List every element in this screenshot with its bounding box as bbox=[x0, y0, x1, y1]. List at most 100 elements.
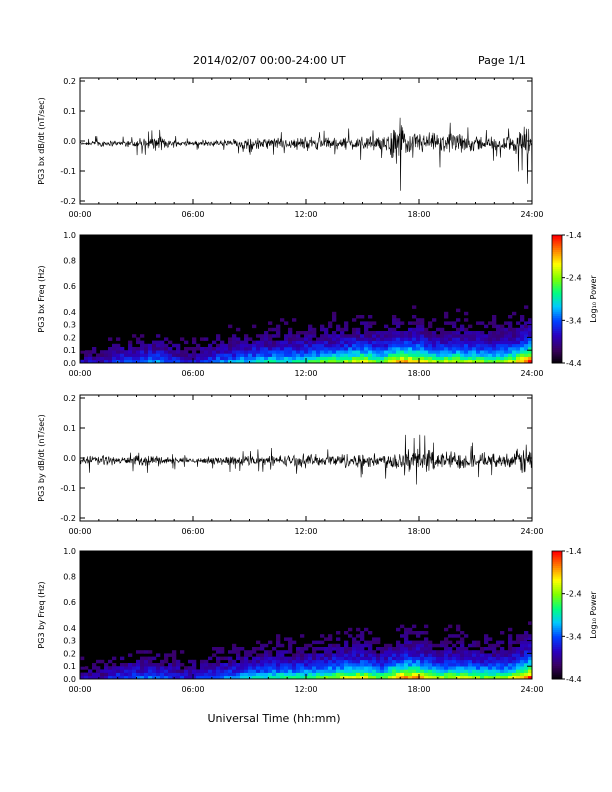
spectrogram-cell bbox=[492, 650, 497, 654]
spectrogram-cell bbox=[164, 350, 169, 354]
spectrogram-cell bbox=[424, 637, 429, 641]
y-axis-label: PG3 by dB/dt (nT/sec) bbox=[37, 414, 46, 501]
spectrogram-cell bbox=[476, 663, 481, 667]
spectrogram-cell bbox=[192, 353, 197, 357]
spectrogram-cell bbox=[268, 340, 273, 345]
spectrogram-cell bbox=[164, 656, 169, 661]
spectrogram-cell bbox=[236, 666, 241, 670]
spectrogram-cell bbox=[352, 343, 357, 348]
spectrogram-cell bbox=[404, 627, 409, 632]
spectrogram-cell bbox=[436, 650, 441, 654]
spectrogram-cell bbox=[340, 353, 345, 357]
spectrogram-cell bbox=[140, 666, 145, 670]
spectrogram-cell bbox=[336, 656, 341, 661]
spectrogram-cell bbox=[508, 650, 513, 654]
spectrogram-cell bbox=[216, 647, 221, 651]
spectrogram-cell bbox=[304, 347, 309, 351]
spectrogram-cell bbox=[528, 356, 533, 361]
panel-2-spectrogram bbox=[80, 235, 533, 364]
spectrogram-cell bbox=[424, 347, 429, 351]
spectrogram-cell bbox=[328, 650, 333, 654]
spectrogram-cell bbox=[132, 672, 137, 677]
spectrogram-cell bbox=[220, 656, 225, 661]
spectrogram-cell bbox=[356, 327, 361, 332]
spectrogram-cell bbox=[344, 337, 349, 341]
spectrogram-cell bbox=[388, 347, 393, 351]
spectrogram-cell bbox=[380, 663, 385, 667]
spectrogram-cell bbox=[164, 347, 169, 351]
spectrogram-cell bbox=[504, 347, 509, 351]
spectrogram-cell bbox=[320, 659, 325, 664]
spectrogram-cell bbox=[356, 650, 361, 654]
spectrogram-cell bbox=[140, 656, 145, 661]
spectrogram-cell bbox=[432, 650, 437, 654]
spectrogram-cell bbox=[408, 643, 413, 648]
spectrogram-cell bbox=[508, 324, 513, 329]
spectrogram-cell bbox=[328, 356, 333, 361]
x-tick-label: 12:00 bbox=[294, 527, 317, 536]
spectrogram-cell bbox=[368, 334, 373, 338]
spectrogram-cell bbox=[184, 672, 189, 677]
spectrogram-cell bbox=[348, 353, 353, 357]
spectrogram-cell bbox=[148, 656, 153, 661]
spectrogram-cell bbox=[508, 637, 513, 641]
spectrogram-cell bbox=[292, 666, 297, 670]
spectrogram-cell bbox=[412, 643, 417, 648]
spectrogram-cell bbox=[220, 669, 225, 673]
spectrogram-cell bbox=[352, 347, 357, 351]
spectrogram-cell bbox=[192, 340, 197, 345]
spectrogram-cell bbox=[324, 347, 329, 351]
spectrogram-cell bbox=[284, 359, 289, 364]
spectrogram-cell bbox=[364, 675, 369, 680]
spectrogram-cell bbox=[404, 650, 409, 654]
spectrogram-cell bbox=[460, 669, 465, 673]
spectrogram-cell bbox=[440, 350, 445, 354]
colorbar-tick-label: -3.4 bbox=[566, 632, 582, 641]
spectrogram-cell bbox=[148, 659, 153, 664]
spectrogram-cell bbox=[280, 318, 285, 322]
spectrogram-cell bbox=[260, 343, 265, 348]
spectrogram-cell bbox=[508, 672, 513, 677]
spectrogram-cell bbox=[228, 669, 233, 673]
spectrogram-cell bbox=[328, 666, 333, 670]
spectrogram-cell bbox=[272, 359, 277, 364]
colorbar-swatch bbox=[552, 589, 562, 593]
spectrogram-cell bbox=[408, 631, 413, 635]
spectrogram-cell bbox=[464, 359, 469, 364]
spectrogram-cell bbox=[140, 356, 145, 361]
spectrogram-cell bbox=[412, 624, 417, 629]
spectrogram-cell bbox=[284, 321, 289, 325]
spectrogram-cell bbox=[244, 653, 249, 657]
spectrogram-cell bbox=[392, 672, 397, 677]
spectrogram-cell bbox=[372, 350, 377, 354]
spectrogram-cell bbox=[488, 666, 493, 670]
spectrogram-cell bbox=[412, 647, 417, 651]
spectrogram-cell bbox=[240, 659, 245, 664]
y-tick-label: 0.1 bbox=[63, 662, 76, 671]
spectrogram-cell bbox=[300, 337, 305, 341]
spectrogram-cell bbox=[384, 656, 389, 661]
spectrogram-cell bbox=[488, 672, 493, 677]
spectrogram-cell bbox=[288, 669, 293, 673]
spectrogram-cell bbox=[304, 343, 309, 348]
spectrogram-cell bbox=[304, 647, 309, 651]
spectrogram-cell bbox=[268, 321, 273, 325]
spectrogram-cell bbox=[156, 669, 161, 673]
spectrogram-cell bbox=[456, 343, 461, 348]
spectrogram-cell bbox=[328, 350, 333, 354]
colorbar-swatch bbox=[552, 600, 562, 603]
x-tick-label: 12:00 bbox=[294, 369, 317, 378]
spectrogram-cell bbox=[108, 669, 113, 673]
spectrogram-cell bbox=[168, 347, 173, 351]
spectrogram-cell bbox=[260, 643, 265, 648]
spectrogram-cell bbox=[496, 659, 501, 664]
spectrogram-cell bbox=[260, 356, 265, 361]
colorbar-swatch bbox=[552, 262, 562, 266]
spectrogram-cell bbox=[144, 659, 149, 664]
spectrogram-cell bbox=[308, 672, 313, 677]
spectrogram-cell bbox=[412, 340, 417, 345]
spectrogram-cell bbox=[348, 650, 353, 654]
spectrogram-cell bbox=[496, 353, 501, 357]
spectrogram-cell bbox=[256, 666, 261, 670]
colorbar-swatch bbox=[552, 602, 562, 605]
